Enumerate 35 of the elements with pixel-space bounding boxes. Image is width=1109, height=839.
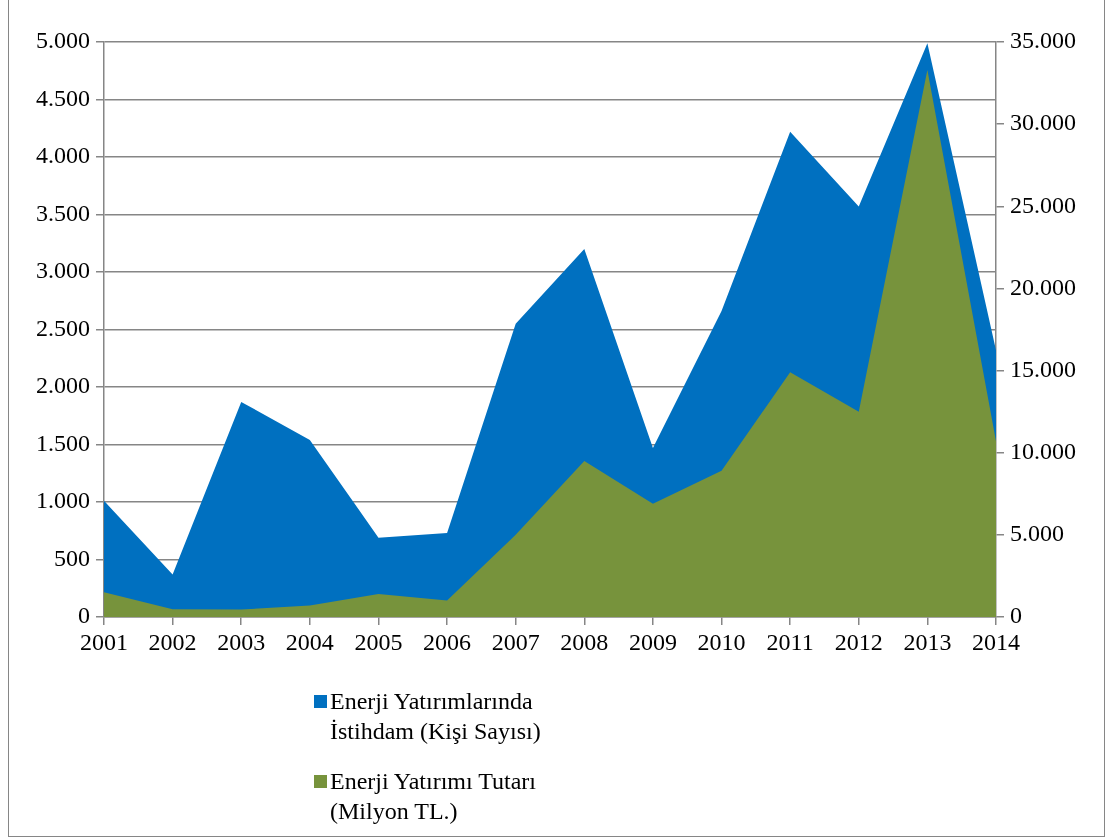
y-tick-label: 3.000 [36,257,90,284]
y2-tick-label: 0 [1010,602,1022,629]
x-tick-label: 2011 [766,628,814,655]
x-tick-label: 2014 [972,628,1020,655]
x-tick-label: 2013 [903,628,952,655]
y-tick-label: 0 [78,602,90,629]
y2-tick-label: 30.000 [1010,109,1076,136]
x-tick-label: 2003 [217,628,266,655]
x-tick-label: 2007 [491,628,540,655]
x-tick-label: 2001 [80,628,128,655]
y-tick-label: 1.500 [36,429,90,456]
y-tick-label: 4.000 [36,142,90,169]
x-tick-label: 2010 [697,628,746,655]
y2-tick-label: 15.000 [1010,355,1076,382]
y-tick-label: 500 [54,544,90,571]
y-tick-label: 2.500 [36,314,90,341]
x-tick-label: 2008 [560,628,609,655]
x-tick-label: 2006 [423,628,472,655]
y-tick-label: 5.000 [36,27,90,54]
y-tick-label: 4.500 [36,84,90,111]
y2-tick-label: 35.000 [1010,27,1076,54]
x-tick-label: 2004 [285,628,334,655]
y2-tick-label: 25.000 [1010,191,1076,218]
y2-tick-label: 10.000 [1010,438,1076,465]
legend-label: Enerji Yatırımlarında İstihdam (Kişi Sayısı) [330,687,542,746]
y-tick-label: 1.000 [36,487,90,514]
y-tick-label: 2.000 [36,372,90,399]
legend-label: Enerji Yatırımı Tutarı (Milyon TL.) [330,767,538,826]
y2-tick-label: 5.000 [1010,520,1064,547]
y-tick-label: 3.500 [36,199,90,226]
y2-tick-label: 20.000 [1010,273,1076,300]
x-tick-label: 2009 [628,628,677,655]
x-tick-label: 2012 [834,628,883,655]
x-tick-label: 2002 [148,628,197,655]
x-tick-label: 2005 [354,628,403,655]
